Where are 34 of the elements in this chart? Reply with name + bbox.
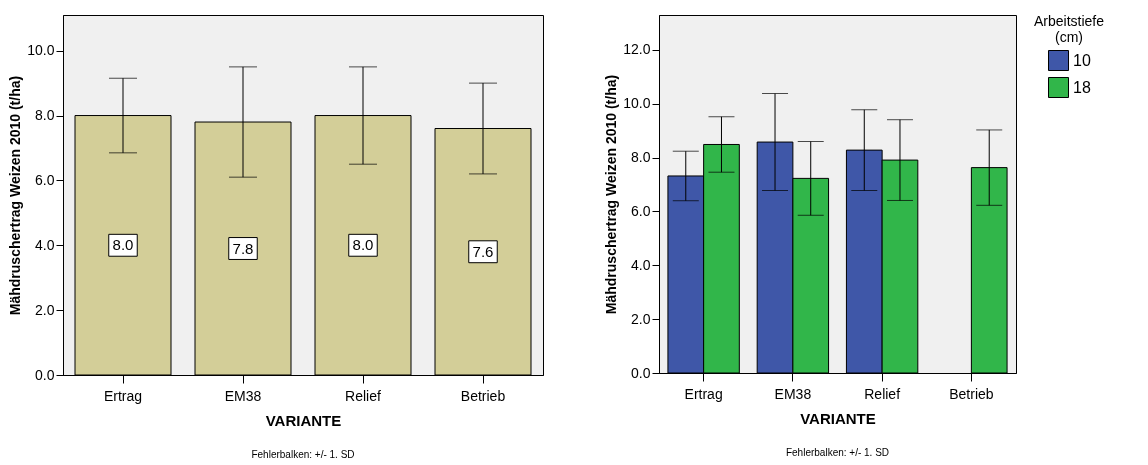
y-axis-title: Mähdruschertrag Weizen 2010 (t/ha) [603, 74, 620, 315]
data-label: 7.8 [232, 239, 254, 257]
x-tick-label: Ertrag [103, 387, 143, 404]
x-tick-label: Relief [345, 387, 381, 404]
x-axis-title: VARIANTE [800, 409, 876, 427]
x-tick-label: EM38 [224, 387, 262, 404]
y-tick-label: 4.0 [35, 236, 55, 253]
data-label: 8.0 [352, 236, 374, 254]
data-label: 7.6 [472, 242, 494, 260]
y-tick-label: 0.0 [631, 364, 651, 381]
y-tick-label: 6.0 [631, 203, 651, 219]
y-tick-label: 4.0 [631, 256, 651, 273]
y-tick-label: 6.0 [35, 171, 55, 188]
text: Fehlerbalken: +/- 1. SD [785, 447, 890, 458]
y-axis-title: Mähdruschertrag Weizen 2010 (t/ha) [7, 75, 24, 316]
x-tick-label: EM38 [774, 385, 812, 402]
y-tick-label: 12.0 [623, 41, 651, 58]
legend-label: 18 [1073, 78, 1091, 96]
x-axis-title: VARIANTE [265, 411, 342, 429]
y-tick-label: 2.0 [35, 301, 55, 318]
y-tick-label: 8.0 [35, 107, 55, 124]
text: Fehlerbalken: +/- 1. SD [251, 449, 355, 460]
y-tick-label: 2.0 [631, 310, 651, 327]
data-label: 8.0 [112, 236, 134, 254]
x-tick-label: Relief [864, 385, 901, 402]
y-tick-label: 10.0 [623, 95, 651, 112]
y-tick-label: 0.0 [35, 366, 55, 383]
y-tick-label: 10.0 [27, 42, 55, 59]
y-tick-label: 8.0 [631, 149, 651, 166]
legend-title: Arbeitstiefe (cm) [1033, 13, 1105, 45]
x-tick-label: Betrieb [460, 387, 506, 404]
x-tick-label: Ertrag [684, 385, 723, 402]
x-tick-label: Betrieb [949, 385, 994, 402]
legend-label: 10 [1073, 51, 1091, 69]
